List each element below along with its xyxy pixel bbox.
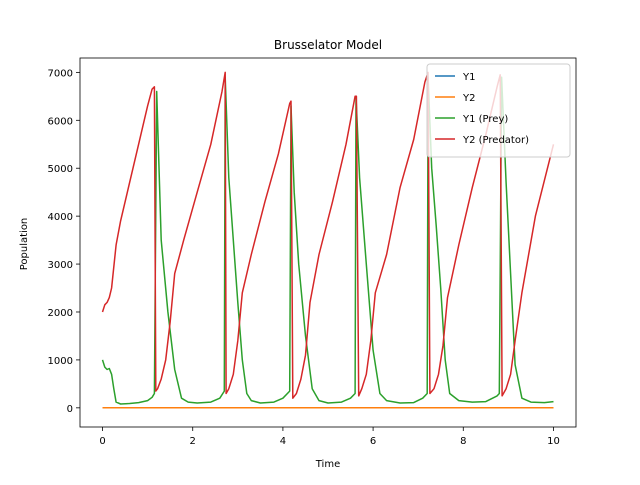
y-axis-label: Population: [19, 218, 30, 271]
y-tick-label: 3000: [48, 260, 73, 271]
legend: Y1 Y2 Y1 (Prey) Y2 (Predator): [426, 63, 571, 158]
plot-area: [101, 71, 555, 409]
y-axis: 0 1000 2000 3000 4000 5000 6000 7000: [48, 68, 80, 415]
y-tick-label: 4000: [48, 212, 73, 223]
legend-box: [426, 63, 571, 158]
legend-label: Y2: [462, 93, 475, 104]
y-tick-label: 7000: [48, 68, 73, 79]
y-tick-label: 0: [67, 404, 73, 415]
x-axis: 0 2 4 6 8 10: [99, 427, 560, 447]
y-tick-label: 6000: [48, 116, 73, 127]
x-tick-label: 10: [547, 436, 560, 447]
x-tick-label: 4: [280, 436, 286, 447]
y-tick-label: 1000: [48, 356, 73, 367]
axes-frame: [79, 57, 577, 428]
series-line-4: [101, 71, 555, 399]
x-tick-label: 6: [370, 436, 376, 447]
series-line-3: [101, 76, 554, 405]
chart-title: Brusselator Model: [274, 38, 382, 52]
x-tick-label: 2: [190, 436, 196, 447]
legend-label: Y2 (Predator): [462, 135, 529, 146]
legend-label: Y1: [462, 72, 475, 83]
x-tick-label: 0: [99, 436, 105, 447]
x-tick-label: 8: [460, 436, 466, 447]
x-axis-label: Time: [315, 459, 340, 470]
y-tick-label: 5000: [48, 164, 73, 175]
legend-label: Y1 (Prey): [462, 114, 508, 125]
y-tick-label: 2000: [48, 308, 73, 319]
